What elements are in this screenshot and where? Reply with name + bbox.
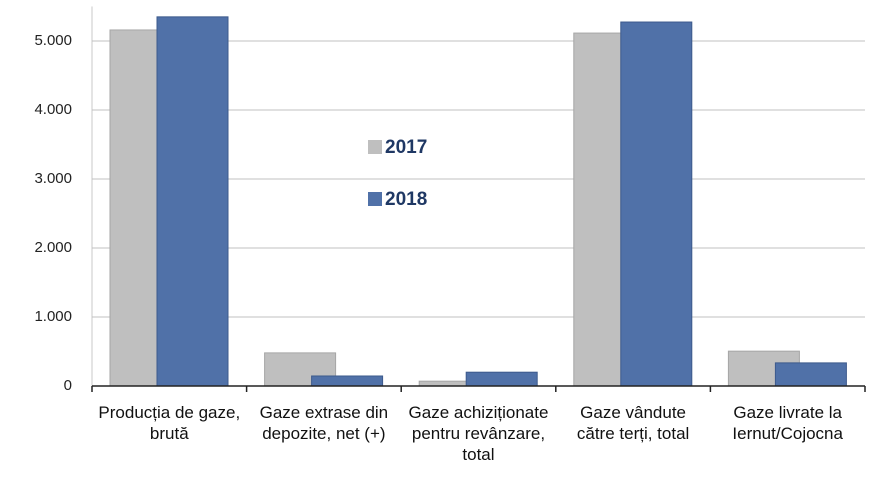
legend-swatch — [368, 192, 382, 206]
bar — [156, 16, 229, 387]
y-tick-label: 5.000 — [34, 32, 72, 49]
y-tick-label: 0 — [64, 377, 72, 394]
y-tick-label: 2.000 — [34, 239, 72, 256]
x-tick-label: Gaze extrase din depozite, net (+) — [259, 403, 389, 443]
legend-label: 2017 — [385, 137, 427, 158]
x-tick-label: Gaze achiziționate pentru revânzare, tot… — [408, 403, 549, 464]
bar — [774, 362, 847, 387]
x-tick-label: Gaze vândute către terți, total — [576, 403, 690, 443]
x-tick-label: Gaze livrate la Iernut/Cojocna — [732, 403, 843, 443]
y-tick-label: 3.000 — [34, 170, 72, 187]
bar — [465, 371, 538, 387]
legend-label: 2018 — [385, 189, 427, 210]
y-tick-label: 4.000 — [34, 101, 72, 118]
x-tick-label: Producția de gaze, brută — [98, 403, 241, 443]
bar — [620, 21, 693, 387]
y-tick-label: 1.000 — [34, 308, 72, 325]
bar — [311, 375, 384, 387]
legend-swatch — [368, 140, 382, 154]
